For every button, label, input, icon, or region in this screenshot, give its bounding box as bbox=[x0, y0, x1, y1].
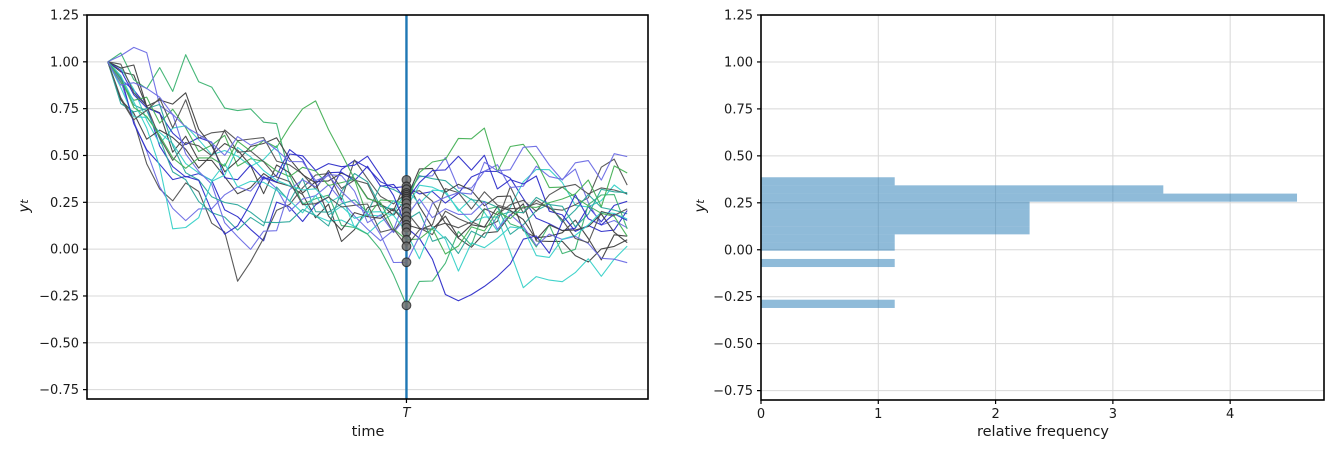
y-tick-label: 0.75 bbox=[50, 102, 79, 117]
y-tick-label: 0.00 bbox=[724, 243, 753, 258]
histogram-bar bbox=[761, 234, 895, 243]
histogram-bar bbox=[761, 258, 895, 268]
trajectory-line bbox=[107, 61, 628, 233]
x-tick-label: 1 bbox=[874, 407, 882, 422]
sample-dot bbox=[401, 241, 412, 252]
trajectory-line bbox=[107, 61, 628, 289]
trajectories-group bbox=[107, 46, 628, 311]
trajectory-line bbox=[107, 52, 628, 306]
trajectory-line bbox=[107, 61, 628, 261]
left-xlabel: time bbox=[351, 424, 385, 440]
histogram-bar bbox=[761, 177, 895, 186]
histogram-bar bbox=[761, 226, 1030, 235]
trajectory-line bbox=[107, 61, 628, 247]
y-tick-label: 0.00 bbox=[50, 243, 79, 258]
y-tick-label: 0.75 bbox=[724, 102, 753, 117]
histogram-bar bbox=[761, 185, 1164, 194]
left-ylabel-base: y bbox=[15, 203, 33, 213]
trajectory-line bbox=[107, 61, 628, 264]
sample-dot bbox=[401, 257, 412, 268]
right-ylabel-sub: t bbox=[693, 199, 707, 204]
sample-dot bbox=[401, 300, 412, 311]
x-tick-label: 4 bbox=[1226, 407, 1234, 422]
trajectory-line bbox=[107, 61, 628, 263]
trajectory-line bbox=[107, 61, 628, 282]
y-tick-label: 0.50 bbox=[724, 149, 753, 164]
y-tick-label: −0.50 bbox=[39, 336, 79, 351]
histogram-bar bbox=[761, 242, 895, 251]
y-tick-label: 1.00 bbox=[724, 55, 753, 70]
histogram-bar bbox=[761, 299, 895, 308]
trajectory-line bbox=[107, 61, 628, 255]
y-tick-label: −0.50 bbox=[713, 337, 753, 352]
y-tick-label: −0.75 bbox=[713, 384, 753, 399]
trajectory-line bbox=[107, 61, 628, 255]
y-tick-label: 0.25 bbox=[724, 196, 753, 211]
y-tick-label: 0.25 bbox=[50, 196, 79, 211]
y-tick-label: −0.25 bbox=[713, 290, 753, 305]
y-tick-label: 0.50 bbox=[50, 149, 79, 164]
trajectory-line bbox=[107, 61, 628, 244]
histogram-bar bbox=[761, 209, 1030, 219]
y-tick-label: −0.25 bbox=[39, 289, 79, 304]
histogram-bar bbox=[761, 201, 1030, 210]
histogram-bar bbox=[761, 193, 1298, 202]
x-tick-label: 0 bbox=[757, 407, 765, 422]
x-tick-label: 2 bbox=[991, 407, 999, 422]
histogram-bar bbox=[761, 218, 1030, 227]
left-plot-frame bbox=[86, 14, 649, 400]
left-ylabel-sub: t bbox=[17, 199, 31, 204]
y-tick-label: 1.25 bbox=[50, 9, 79, 24]
y-tick-label: 1.00 bbox=[50, 55, 79, 70]
y-tick-label: 1.25 bbox=[724, 9, 753, 24]
x-tick-label-T: T bbox=[402, 406, 411, 421]
right-ylabel-base: y bbox=[691, 203, 709, 213]
x-tick-label: 3 bbox=[1109, 407, 1117, 422]
right-xlabel: relative frequency bbox=[976, 424, 1110, 440]
trajectory-line bbox=[107, 61, 628, 302]
right-plot-frame bbox=[760, 14, 1325, 401]
trajectory-line bbox=[107, 61, 628, 272]
trajectory-line bbox=[107, 61, 628, 242]
y-tick-label: −0.75 bbox=[39, 383, 79, 398]
